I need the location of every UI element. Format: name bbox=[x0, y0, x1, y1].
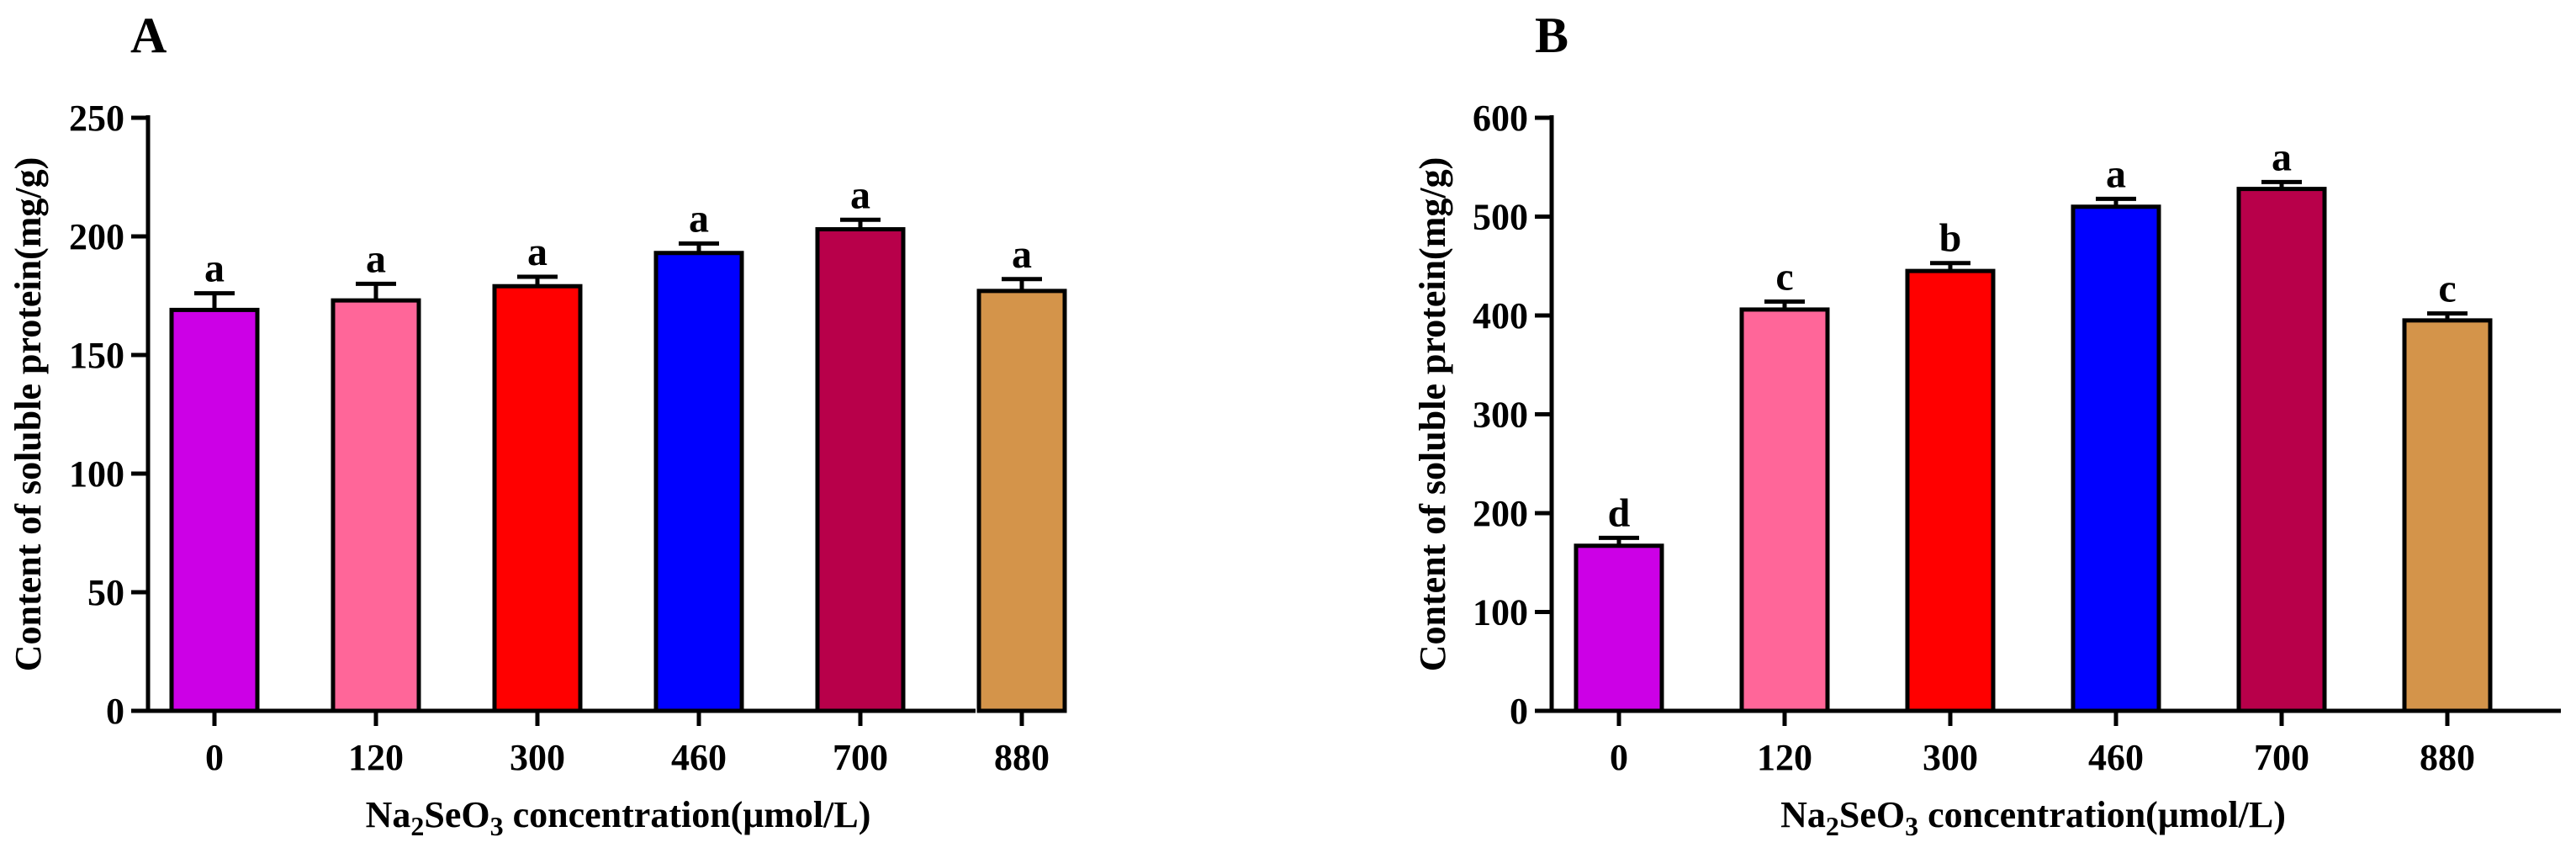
x-tick-label: 0 bbox=[205, 737, 224, 778]
x-axis-title: Na2SeO3 concentration(μmol/L) bbox=[1780, 794, 2286, 841]
x-axis-title-sub2: 3 bbox=[490, 811, 504, 841]
x-axis-title-mid: SeO bbox=[424, 794, 489, 835]
y-tick-label: 500 bbox=[1473, 197, 1528, 238]
x-tick-label: 460 bbox=[2088, 737, 2144, 778]
x-axis-title-sub2: 3 bbox=[1905, 811, 1918, 841]
x-axis-title-sub1: 2 bbox=[410, 811, 424, 841]
significance-letter: a bbox=[2106, 151, 2126, 196]
x-axis-title-suffix: concentration(μmol/L) bbox=[1918, 794, 2286, 835]
y-tick-label: 250 bbox=[69, 98, 124, 139]
bar bbox=[331, 298, 421, 713]
x-tick-label: 460 bbox=[671, 737, 727, 778]
y-tick-label: 0 bbox=[106, 691, 124, 732]
x-axis-title-suffix: concentration(μmol/L) bbox=[504, 794, 871, 835]
significance-letter: c bbox=[1775, 255, 1793, 299]
bar bbox=[815, 227, 906, 713]
x-tick-label: 0 bbox=[1610, 737, 1628, 778]
x-axis-title: Na2SeO3 concentration(μmol/L) bbox=[366, 794, 871, 841]
panel-b: Bd 0 c 120 b 300 a 460 a 700 c 880 0 100 200 300 400 500 6… bbox=[1412, 8, 2561, 841]
bar bbox=[169, 307, 260, 713]
panel-label: A bbox=[130, 8, 167, 63]
y-tick-label: 100 bbox=[69, 453, 124, 495]
bar bbox=[1905, 268, 1996, 713]
bar bbox=[2071, 204, 2161, 713]
x-axis-title-mid: SeO bbox=[1839, 794, 1905, 835]
y-tick-label: 600 bbox=[1473, 98, 1528, 139]
y-axis-title: Content of soluble protein(mg/g) bbox=[8, 157, 49, 672]
significance-letter: a bbox=[366, 236, 386, 281]
significance-letter: a bbox=[204, 246, 225, 291]
bar bbox=[653, 251, 744, 713]
y-tick-label: 200 bbox=[69, 216, 124, 257]
x-tick-label: 880 bbox=[994, 737, 1050, 778]
x-tick-label: 700 bbox=[833, 737, 888, 778]
y-tick-label: 200 bbox=[1473, 493, 1528, 534]
y-tick-label: 100 bbox=[1473, 592, 1528, 633]
significance-letter: a bbox=[2272, 135, 2292, 179]
significance-letter: b bbox=[1939, 216, 1962, 261]
panel-a: Aa 0 a 120 a 300 a 460 a 700 a 880 0 50 100 150 200 250 Co… bbox=[8, 8, 1067, 841]
significance-letter: a bbox=[527, 230, 547, 274]
significance-letter: a bbox=[850, 172, 870, 217]
y-tick-label: 300 bbox=[1473, 395, 1528, 436]
significance-letter: c bbox=[2438, 267, 2456, 311]
x-tick-label: 700 bbox=[2254, 737, 2309, 778]
bar bbox=[2236, 187, 2327, 713]
x-tick-label: 300 bbox=[1923, 737, 1978, 778]
significance-letter: a bbox=[1012, 232, 1032, 277]
y-axis-title: Content of soluble protein(mg/g) bbox=[1412, 157, 1453, 672]
x-tick-label: 300 bbox=[510, 737, 565, 778]
y-tick-label: 0 bbox=[1510, 691, 1528, 732]
bar bbox=[492, 283, 583, 713]
x-axis-title-sub1: 2 bbox=[1826, 811, 1839, 841]
bar bbox=[2402, 318, 2493, 713]
x-axis-title-prefix: Na bbox=[366, 794, 411, 835]
x-axis-title-prefix: Na bbox=[1780, 794, 1826, 835]
bar bbox=[1574, 543, 1664, 713]
x-tick-label: 880 bbox=[2420, 737, 2475, 778]
y-tick-label: 150 bbox=[69, 335, 124, 376]
significance-letter: a bbox=[689, 196, 709, 241]
bar bbox=[976, 289, 1067, 713]
x-tick-label: 120 bbox=[348, 737, 404, 778]
panel-label: B bbox=[1535, 8, 1568, 63]
y-tick-label: 50 bbox=[87, 572, 124, 613]
significance-letter: d bbox=[1608, 490, 1631, 535]
y-tick-label: 400 bbox=[1473, 295, 1528, 336]
x-tick-label: 120 bbox=[1757, 737, 1812, 778]
bar bbox=[1739, 307, 1830, 713]
